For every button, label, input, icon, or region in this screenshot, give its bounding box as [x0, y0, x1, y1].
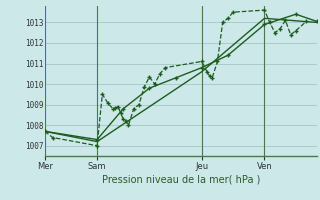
- X-axis label: Pression niveau de la mer( hPa ): Pression niveau de la mer( hPa ): [102, 175, 260, 185]
